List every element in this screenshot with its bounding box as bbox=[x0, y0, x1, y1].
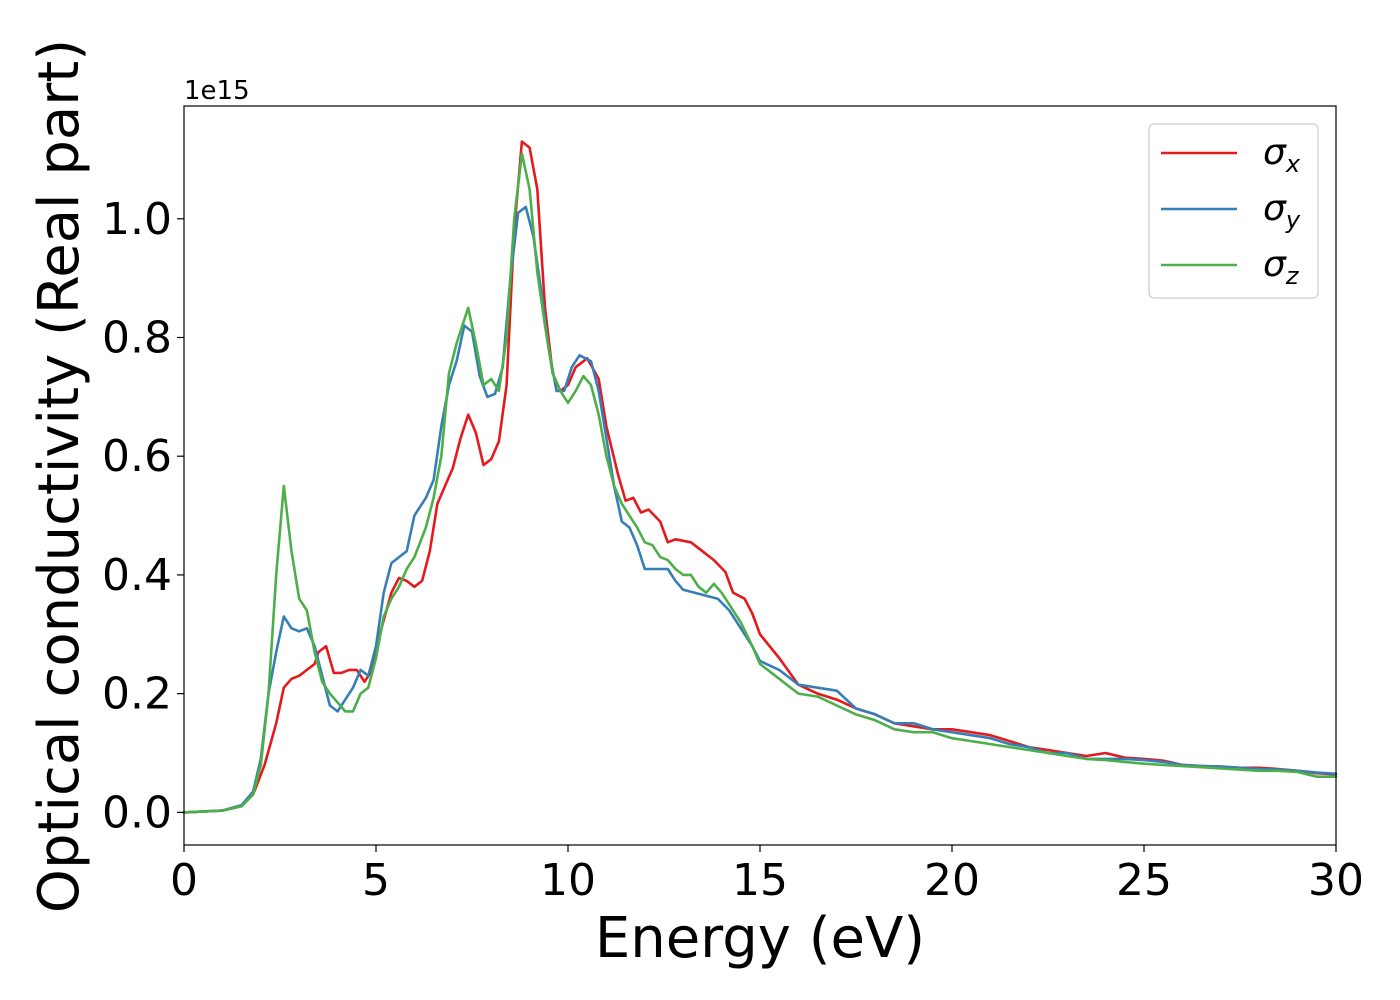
legend-label-x: σx bbox=[1263, 132, 1301, 178]
legend-subscript: x bbox=[1285, 150, 1301, 178]
x-tick-label: 15 bbox=[732, 855, 788, 906]
x-axis-label: Energy (eV) bbox=[595, 906, 925, 971]
x-tick-label: 30 bbox=[1308, 855, 1364, 906]
y-axis-ticks: 0.0 0.2 0.4 0.6 0.8 1.0 bbox=[102, 194, 184, 838]
y-tick-label: 0.4 bbox=[102, 550, 172, 601]
x-tick-label: 0 bbox=[170, 855, 198, 906]
series-layer bbox=[182, 140, 1338, 814]
legend-symbol: σ bbox=[1263, 188, 1287, 229]
legend-label-y: σy bbox=[1263, 188, 1301, 234]
y-tick-label: 0.0 bbox=[102, 787, 172, 838]
y-tick-label: 0.8 bbox=[102, 312, 172, 363]
x-tick-label: 25 bbox=[1116, 855, 1172, 906]
y-tick-label: 1.0 bbox=[102, 194, 172, 245]
x-tick-label: 20 bbox=[924, 855, 980, 906]
legend-symbol: σ bbox=[1263, 244, 1287, 285]
y-axis-offset-label: 1e15 bbox=[184, 76, 250, 106]
y-tick-label: 0.6 bbox=[102, 431, 172, 482]
legend-subscript: z bbox=[1285, 262, 1300, 290]
series-line-z bbox=[182, 152, 1338, 814]
legend-symbol: σ bbox=[1263, 132, 1287, 173]
y-axis-label: Optical conductivity (Real part) bbox=[27, 39, 92, 913]
legend-label-z: σz bbox=[1263, 244, 1300, 290]
legend-subscript: y bbox=[1285, 206, 1301, 234]
series-line-x bbox=[182, 140, 1338, 814]
x-tick-label: 10 bbox=[540, 855, 596, 906]
series-line-y bbox=[182, 205, 1338, 814]
x-axis-ticks: 0 5 10 15 20 25 30 bbox=[170, 845, 1364, 906]
x-tick-label: 5 bbox=[362, 855, 390, 906]
legend-frame bbox=[1148, 123, 1319, 299]
y-tick-label: 0.2 bbox=[102, 669, 172, 720]
